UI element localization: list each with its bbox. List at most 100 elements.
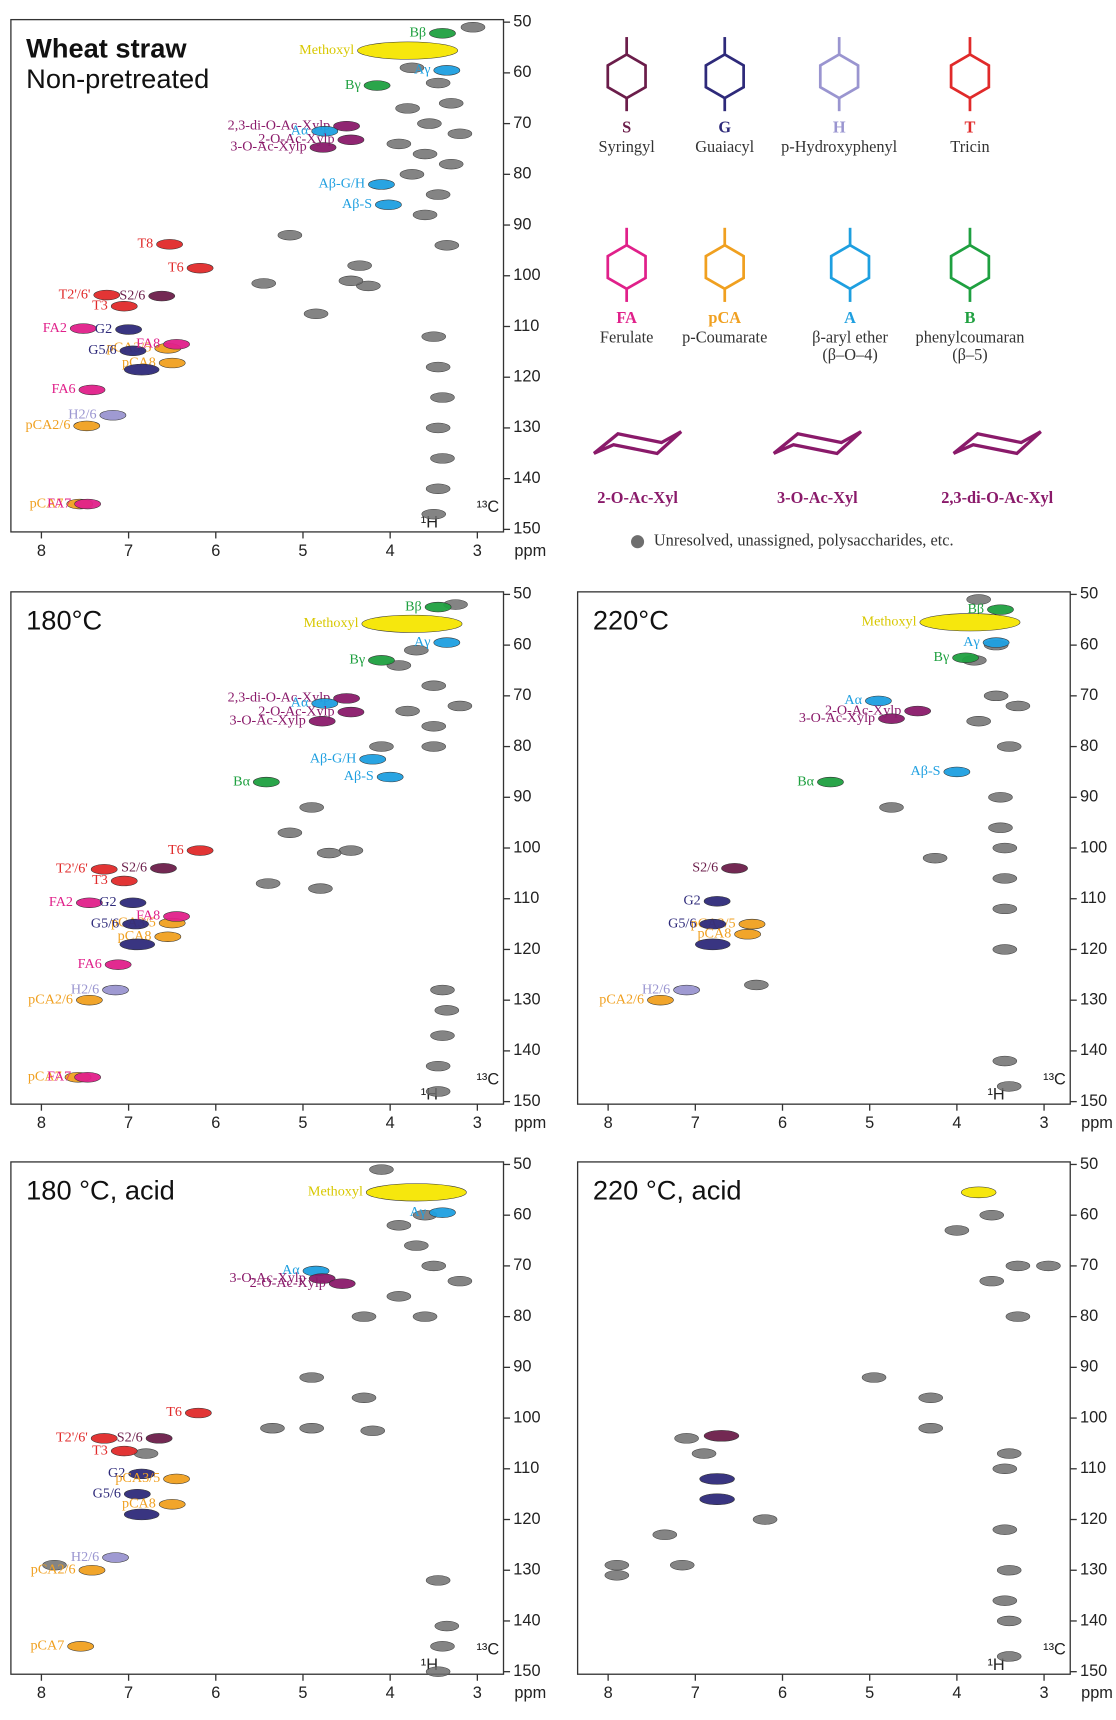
structure-ring [829, 243, 871, 291]
unassigned-peak [412, 148, 438, 160]
peak-label: Aα [291, 122, 309, 138]
peak [123, 363, 160, 376]
peak [150, 863, 177, 874]
y-tick-label: 70 [513, 1256, 531, 1274]
y-tick-label: 120 [513, 1510, 540, 1528]
y-tick-label: 90 [1080, 788, 1098, 806]
unassigned-peak [425, 483, 451, 494]
peak-label: Bγ [345, 77, 361, 93]
unassigned-peak [386, 138, 412, 150]
peak [156, 239, 183, 250]
y-tick-label: 110 [1080, 889, 1106, 907]
y-tick-label: 80 [513, 1307, 531, 1325]
peak [102, 1552, 129, 1563]
peak-label: 2-O-Ac-Xylp [250, 1275, 326, 1291]
y-tick-label: 110 [513, 317, 539, 335]
peak-label: T6 [166, 1404, 182, 1420]
peak [186, 262, 214, 274]
peak-label: Aβ-G/H [310, 750, 357, 766]
unassigned-peak [879, 802, 904, 813]
peak-label: Aβ-S [911, 763, 941, 779]
structure-code: B [965, 308, 976, 327]
peak [721, 863, 748, 874]
axis-unit: ppm [1081, 1684, 1113, 1702]
peak-label: T2'/6' [56, 1430, 88, 1446]
unassigned-peak [447, 128, 473, 139]
peak [78, 384, 106, 396]
peak [74, 1072, 101, 1083]
unassigned-peak [412, 1311, 438, 1322]
panel-title: Wheat straw [26, 32, 187, 63]
structure-code: S [622, 117, 631, 136]
peak [365, 1183, 467, 1202]
peak-label: S2/6 [119, 287, 145, 303]
peak-label: Aγ [414, 62, 430, 78]
unassigned-peak [395, 103, 420, 114]
structure-code: 3-O-Ac-Xyl [777, 488, 858, 507]
unassigned-peak [351, 1311, 377, 1322]
peak [695, 938, 731, 951]
y-tick-label: 70 [513, 114, 531, 132]
peak [429, 1207, 456, 1218]
x-tick-label: 8 [604, 1114, 613, 1132]
unassigned-peak [251, 278, 277, 289]
structure-ring [949, 243, 991, 291]
y-axis-label: ¹³C [1043, 1641, 1066, 1659]
y-tick-label: 150 [513, 1662, 540, 1680]
peak [308, 1273, 336, 1284]
structure-name: Guaiacyl [695, 137, 754, 156]
x-tick-label: 3 [473, 1684, 482, 1702]
y-tick-label: 90 [513, 788, 531, 806]
panel-title: 220 °C, acid [593, 1175, 742, 1206]
unassigned-peak [434, 1620, 460, 1632]
y-tick-label: 90 [1080, 1358, 1098, 1376]
peak [952, 652, 979, 663]
unassigned-peak [992, 903, 1018, 915]
peak [337, 706, 365, 718]
peak-label: G5/6 [91, 915, 119, 931]
peak-label: T6 [168, 259, 184, 275]
peak-label: pCA2/6 [599, 991, 644, 1007]
y-axis-label: ¹³C [476, 1070, 499, 1088]
peak-label: T3 [92, 1442, 108, 1458]
unassigned-peak [425, 1575, 451, 1586]
y-tick-label: 110 [513, 889, 539, 907]
unassigned-peak [369, 1164, 394, 1175]
y-tick-label: 60 [513, 63, 531, 81]
peak [433, 65, 461, 76]
peak-label: S2/6 [692, 860, 718, 876]
structure-ring [704, 243, 745, 291]
peak [145, 1433, 173, 1444]
unassigned-peak [399, 169, 425, 180]
peak [74, 498, 101, 510]
y-tick-label: 130 [513, 1561, 540, 1579]
unassigned-peak [434, 1005, 460, 1016]
peak-label: S2/6 [121, 860, 147, 876]
unassigned-peak [1005, 1311, 1031, 1322]
peak [424, 601, 452, 613]
y-axis-label: ¹³C [476, 1641, 499, 1659]
unassigned-peak [988, 792, 1013, 803]
peak [308, 716, 336, 727]
unassigned-peak [1036, 1260, 1061, 1272]
y-tick-label: 50 [513, 1155, 531, 1173]
x-tick-label: 8 [604, 1684, 613, 1702]
peak [99, 410, 127, 421]
unassigned-peak [299, 1372, 324, 1383]
x-tick-label: 3 [473, 542, 482, 560]
peak-label: Aγ [414, 634, 430, 650]
unassigned-peak [992, 1463, 1018, 1474]
structure-name: phenylcoumaran [916, 328, 1025, 347]
panel-title: 180°C [26, 605, 102, 636]
peak [368, 655, 395, 666]
peak [78, 1565, 106, 1576]
y-axis-label: ¹³C [1043, 1070, 1066, 1088]
peak-label: FA8 [136, 335, 160, 351]
unassigned-peak [992, 1595, 1018, 1606]
peak [865, 695, 892, 707]
peak [433, 637, 461, 648]
structure-name: p-Coumarate [682, 328, 767, 347]
y-tick-label: 70 [1080, 1256, 1098, 1274]
unassigned-peak [356, 280, 381, 292]
peak-label: 2-O-Ac-Xylp [825, 702, 901, 718]
